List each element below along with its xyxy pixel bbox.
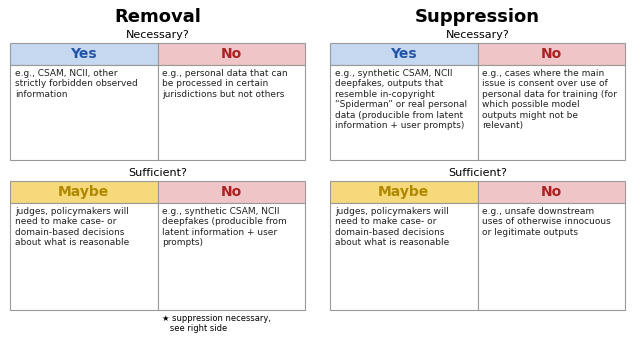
- Text: Suppression: Suppression: [415, 8, 540, 26]
- Text: ★ suppression necessary,
   see right side: ★ suppression necessary, see right side: [163, 314, 271, 333]
- Bar: [157, 181, 305, 203]
- Bar: [330, 43, 477, 65]
- Text: Yes: Yes: [70, 47, 97, 61]
- Bar: [330, 181, 477, 203]
- Bar: [10, 65, 157, 160]
- Text: Sufficient?: Sufficient?: [448, 168, 507, 178]
- Text: Removal: Removal: [114, 8, 201, 26]
- Text: Sufficient?: Sufficient?: [128, 168, 187, 178]
- Bar: [157, 203, 305, 310]
- Text: No: No: [541, 185, 562, 199]
- Text: Necessary?: Necessary?: [125, 30, 189, 40]
- Bar: [330, 203, 477, 310]
- Text: No: No: [221, 185, 242, 199]
- Text: e.g., personal data that can
be processed in certain
jurisdictions but not other: e.g., personal data that can be processe…: [163, 69, 288, 99]
- Text: No: No: [541, 47, 562, 61]
- Bar: [10, 181, 157, 203]
- Text: e.g., synthetic CSAM, NCII
deepfakes, outputs that
resemble in-copyright
“Spider: e.g., synthetic CSAM, NCII deepfakes, ou…: [335, 69, 467, 130]
- Text: No: No: [221, 47, 242, 61]
- Text: e.g., cases where the main
issue is consent over use of
personal data for traini: e.g., cases where the main issue is cons…: [483, 69, 618, 130]
- Bar: [10, 43, 157, 65]
- Bar: [330, 65, 477, 160]
- Text: Maybe: Maybe: [378, 185, 429, 199]
- Bar: [477, 203, 625, 310]
- Text: Necessary?: Necessary?: [445, 30, 509, 40]
- Text: Maybe: Maybe: [58, 185, 109, 199]
- Text: judges, policymakers will
need to make case- or
domain-based decisions
about wha: judges, policymakers will need to make c…: [15, 207, 129, 247]
- Bar: [157, 43, 305, 65]
- Text: e.g., unsafe downstream
uses of otherwise innocuous
or legitimate outputs: e.g., unsafe downstream uses of otherwis…: [483, 207, 611, 237]
- Text: e.g., CSAM, NCII, other
strictly forbidden observed
information: e.g., CSAM, NCII, other strictly forbidd…: [15, 69, 138, 99]
- Text: Yes: Yes: [390, 47, 417, 61]
- Bar: [477, 181, 625, 203]
- Bar: [157, 65, 305, 160]
- Bar: [477, 65, 625, 160]
- Bar: [477, 43, 625, 65]
- Text: e.g., synthetic CSAM, NCII
deepfakes (producible from
latent information + user
: e.g., synthetic CSAM, NCII deepfakes (pr…: [163, 207, 287, 247]
- Bar: [10, 203, 157, 310]
- Text: judges, policymakers will
need to make case- or
domain-based decisions
about wha: judges, policymakers will need to make c…: [335, 207, 449, 247]
